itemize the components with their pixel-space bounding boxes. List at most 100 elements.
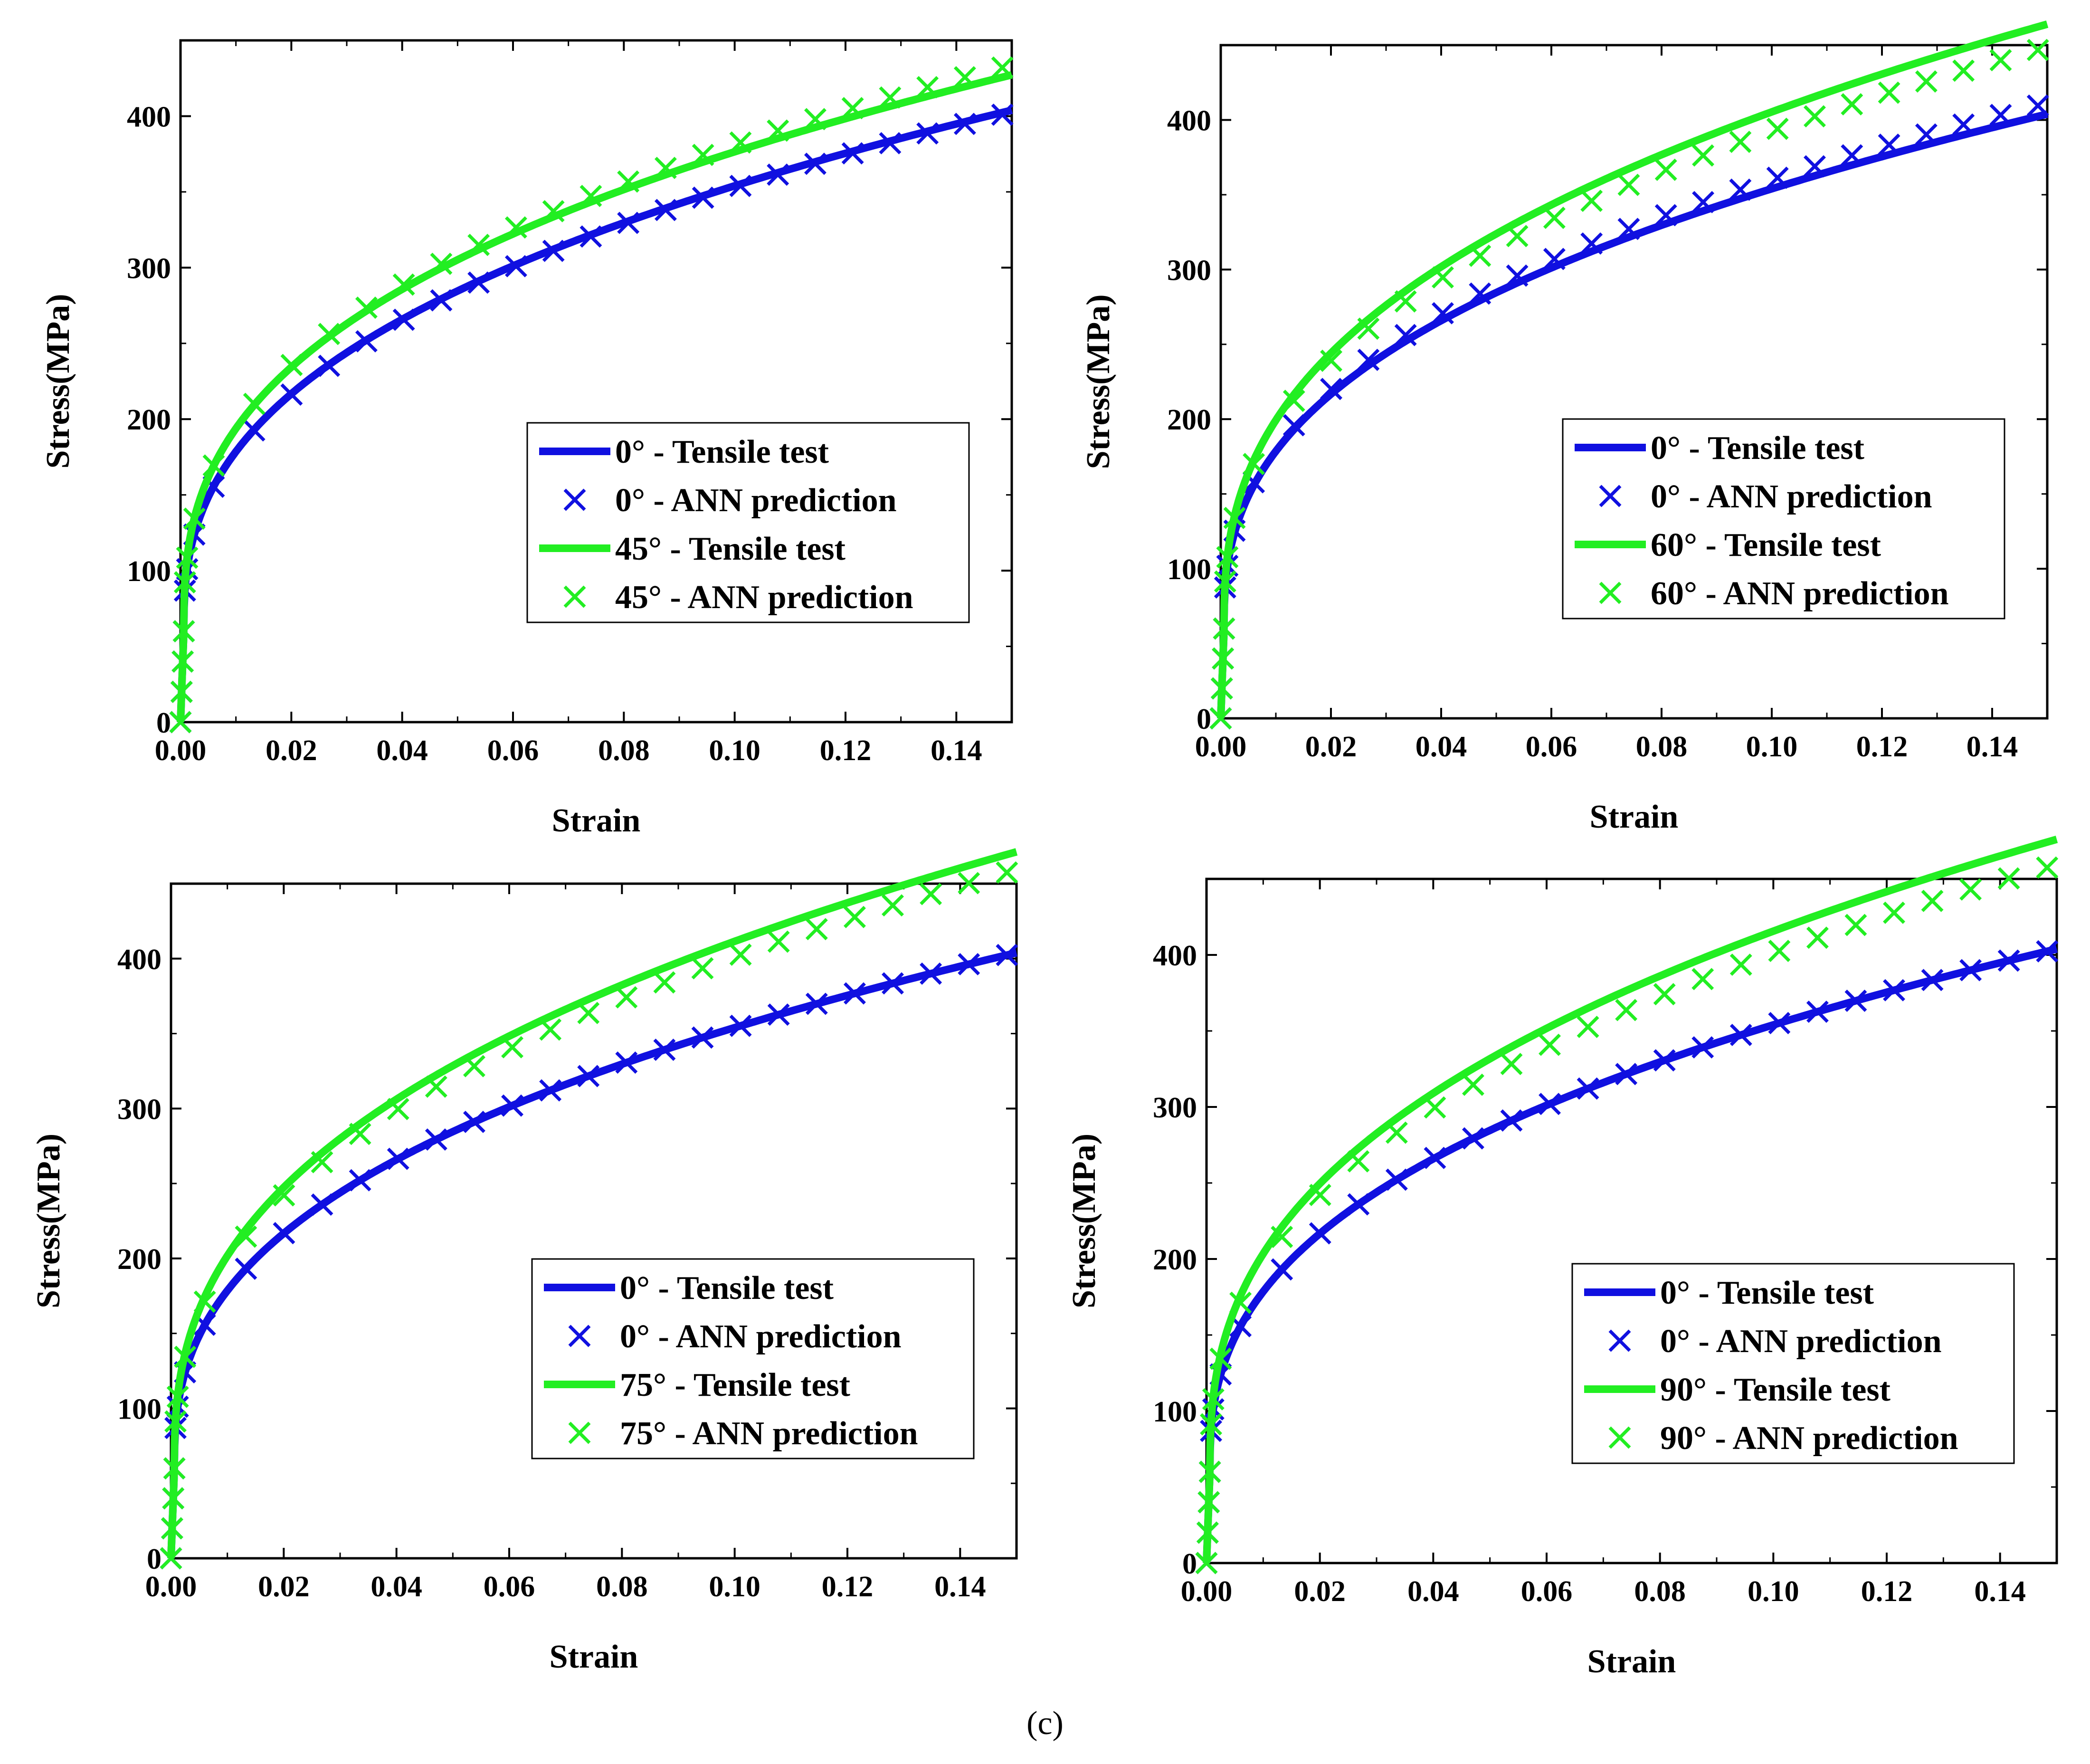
series-marker-3 [183, 507, 206, 530]
series-marker-1 [2036, 940, 2059, 963]
series-marker-1 [501, 1094, 524, 1117]
series-marker-3 [1469, 244, 1492, 267]
x-tick-label: 0.10 [1748, 1575, 1799, 1608]
x-tick-label: 0.14 [1966, 731, 2018, 763]
y-tick-label: 400 [1167, 105, 1211, 137]
series-marker-3 [1212, 647, 1235, 670]
legend-marker-swatch [563, 488, 586, 511]
legend-box [1571, 1263, 2015, 1464]
series-marker-3 [1989, 49, 2012, 72]
series-line-0 [1203, 945, 2058, 1564]
series-marker-3 [202, 454, 225, 477]
series-marker-3 [1878, 81, 1900, 104]
y-tick-label: 0 [147, 1543, 162, 1575]
series-marker-1 [577, 1065, 600, 1087]
series-marker-3 [1347, 1150, 1370, 1173]
series-marker-1 [654, 199, 677, 221]
series-marker-3 [1543, 207, 1566, 229]
series-marker-1 [615, 1051, 638, 1074]
series-marker-3 [1804, 105, 1826, 128]
legend-marker-swatch [1608, 1329, 1631, 1352]
series-marker-3 [173, 571, 196, 594]
series-marker-1 [1654, 204, 1677, 227]
x-tick-label: 0.00 [155, 734, 207, 767]
series-marker-3 [161, 1517, 183, 1540]
series-marker-1 [280, 383, 303, 406]
x-tick-label: 0.04 [1416, 731, 1467, 763]
series-marker-3 [463, 1055, 485, 1077]
series-line-2 [1203, 836, 2058, 1564]
legend-label: 0° - Tensile test [620, 1270, 834, 1306]
series-marker-3 [539, 1018, 562, 1041]
series-marker-1 [1385, 1168, 1408, 1191]
series-marker-3 [172, 620, 195, 643]
series-marker-3 [166, 1385, 189, 1408]
series-marker-1 [1766, 166, 1789, 189]
legend-label: 90° - ANN prediction [1660, 1420, 1958, 1457]
legend-label: 60° - ANN prediction [1651, 575, 1949, 612]
legend-marker-swatch [1608, 1426, 1631, 1449]
series-marker-3 [349, 1123, 371, 1145]
series-marker-3 [1654, 158, 1677, 181]
plot-frame [179, 39, 1013, 724]
series-line-2 [177, 71, 1013, 724]
series-marker-3 [501, 1036, 524, 1058]
series-marker-1 [804, 153, 826, 175]
series-marker-3 [1692, 144, 1715, 167]
series-marker-1 [1615, 1063, 1638, 1086]
legend-box [1562, 418, 2005, 620]
series-marker-3 [729, 943, 752, 966]
series-marker-3 [653, 971, 676, 994]
series-marker-1 [1729, 1023, 1752, 1046]
x-tick-label: 0.00 [1181, 1575, 1233, 1608]
series-marker-3 [2036, 856, 2059, 879]
series-marker-3 [176, 546, 199, 569]
figure-caption: (c) [1026, 1705, 1064, 1742]
y-tick-label: 200 [127, 404, 171, 436]
legend-label: 0° - Tensile test [1660, 1275, 1874, 1311]
series-marker-1 [2026, 94, 2049, 117]
series-marker-3 [280, 353, 303, 376]
series-marker-3 [387, 1097, 409, 1120]
series-marker-3 [767, 930, 790, 953]
series-marker-3 [430, 252, 453, 275]
legend-label: 90° - Tensile test [1660, 1372, 1890, 1408]
y-tick-label: 300 [127, 252, 171, 285]
x-tick-label: 0.14 [1974, 1575, 2026, 1608]
series-marker-3 [1202, 1388, 1225, 1411]
series-marker-1 [1997, 949, 2020, 972]
series-marker-3 [1209, 707, 1232, 730]
series-marker-1 [1878, 133, 1900, 156]
series-marker-1 [1915, 123, 1938, 146]
series-marker-3 [805, 918, 828, 941]
series-marker-3 [1223, 506, 1246, 529]
legend-label: 75° - ANN prediction [620, 1415, 918, 1452]
series-marker-3 [1243, 453, 1265, 476]
series-marker-3 [392, 273, 415, 296]
x-axis-title: Strain [1590, 799, 1679, 835]
series-marker-1 [1959, 959, 1982, 982]
series-marker-1 [387, 1147, 409, 1170]
series-marker-1 [996, 944, 1018, 966]
series-marker-3 [1210, 677, 1233, 700]
series-marker-1 [1692, 191, 1715, 213]
series-marker-3 [996, 861, 1018, 884]
series-marker-3 [1506, 225, 1529, 248]
series-marker-3 [692, 143, 714, 166]
series-marker-3 [1959, 878, 1982, 901]
series-marker-1 [1729, 178, 1752, 201]
series-marker-1 [1844, 990, 1867, 1012]
series-marker-1 [580, 225, 602, 248]
series-marker-3 [1883, 901, 1905, 924]
series-marker-1 [1320, 378, 1343, 400]
series-marker-1 [1577, 1077, 1599, 1100]
series-marker-3 [193, 1290, 216, 1313]
series-marker-1 [1462, 1127, 1484, 1150]
series-marker-1 [805, 992, 828, 1015]
series-marker-3 [882, 894, 904, 917]
x-tick-label: 0.02 [266, 734, 317, 767]
series-marker-3 [1213, 617, 1235, 640]
x-tick-label: 0.06 [487, 734, 539, 767]
y-tick-label: 300 [1153, 1092, 1197, 1124]
